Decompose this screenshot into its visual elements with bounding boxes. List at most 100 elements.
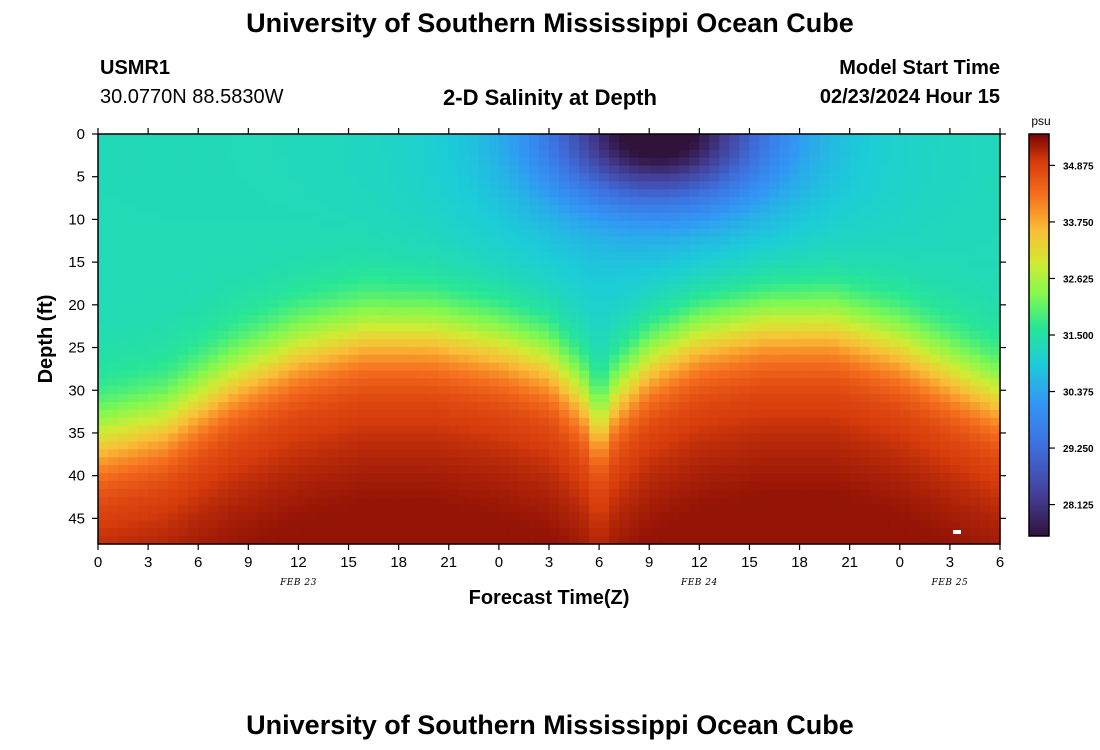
heatmap-cell [258, 141, 269, 151]
heatmap-cell [158, 362, 169, 372]
heatmap-cell [719, 386, 730, 395]
heatmap-cell [729, 244, 741, 253]
heatmap-cell [839, 378, 851, 387]
heatmap-cell [298, 465, 310, 474]
heatmap-cell [238, 473, 249, 482]
heatmap-cell [619, 480, 630, 490]
heatmap-cell [759, 520, 771, 529]
heatmap-cell [949, 441, 961, 450]
heatmap-cell [969, 252, 981, 261]
heatmap-cell [388, 260, 400, 269]
heatmap-cell [619, 433, 630, 443]
heatmap-cell [528, 244, 540, 253]
heatmap-cell [809, 441, 821, 450]
heatmap-cell [138, 512, 149, 521]
heatmap-cell [549, 244, 560, 253]
heatmap-cell [779, 520, 791, 529]
heatmap-cell [889, 378, 901, 387]
heatmap-cell [178, 212, 189, 222]
heatmap-cell [168, 157, 179, 167]
heatmap-cell [198, 220, 209, 230]
heatmap-cell [799, 134, 811, 143]
heatmap-cell [128, 488, 139, 498]
heatmap-cell [238, 197, 249, 206]
heatmap-cell [599, 339, 610, 348]
heatmap-cell [408, 204, 420, 214]
heatmap-cell [108, 520, 119, 529]
heatmap-cell [899, 331, 911, 340]
heatmap-cell [919, 181, 931, 190]
heatmap-cell [348, 520, 360, 529]
heatmap-cell [138, 473, 149, 482]
heatmap-cell [659, 204, 670, 214]
heatmap-cell [689, 244, 700, 253]
heatmap-cell [338, 457, 350, 466]
heatmap-cell [248, 346, 259, 356]
heatmap-cell [398, 339, 410, 348]
heatmap-cell [909, 189, 921, 198]
heatmap-cell [559, 362, 570, 372]
heatmap-cell [468, 394, 480, 403]
heatmap-cell [739, 346, 751, 356]
heatmap-cell [528, 339, 540, 348]
heatmap-cell [739, 354, 751, 364]
heatmap-cell [458, 291, 470, 301]
heatmap-cell [318, 236, 330, 245]
colorbar-ticks: 34.87533.75032.62531.50030.37529.25028.1… [1049, 161, 1094, 512]
heatmap-cell [679, 268, 690, 277]
heatmap-cell [659, 346, 670, 356]
heatmap-cell [98, 449, 109, 458]
heatmap-cell [308, 441, 320, 450]
heatmap-cell [318, 134, 330, 143]
heatmap-cell [829, 236, 841, 245]
heatmap-cell [208, 134, 219, 143]
heatmap-cell [448, 339, 460, 348]
heatmap-cell [759, 323, 771, 332]
heatmap-cell [559, 315, 570, 324]
heatmap-cell [959, 370, 971, 380]
heatmap-cell [238, 220, 249, 230]
heatmap-cell [929, 480, 941, 490]
heatmap-cell [168, 291, 179, 301]
heatmap-cell [128, 323, 139, 332]
heatmap-cell [819, 307, 831, 316]
heatmap-cell [839, 291, 851, 301]
heatmap-cell [458, 370, 470, 380]
heatmap-cell [749, 409, 761, 419]
heatmap-cell [939, 425, 951, 435]
heatmap-cell [128, 236, 139, 245]
heatmap-cell [418, 236, 430, 245]
heatmap-cell [288, 528, 300, 537]
heatmap-cell [278, 173, 290, 182]
heatmap-cell [148, 299, 159, 309]
heatmap-cell [719, 260, 730, 269]
heatmap-cell [839, 480, 851, 490]
heatmap-cell [318, 157, 330, 167]
heatmap-cell [559, 394, 570, 403]
heatmap-cell [609, 473, 620, 482]
heatmap-cell [899, 441, 911, 450]
heatmap-cell [639, 315, 650, 324]
heatmap-cell [739, 528, 751, 537]
heatmap-cell [989, 504, 1001, 514]
heatmap-cell [679, 165, 690, 175]
heatmap-cell [629, 141, 640, 151]
heatmap-cell [348, 417, 360, 427]
heatmap-cell [549, 457, 560, 466]
heatmap-cell [899, 252, 911, 261]
heatmap-cell [358, 275, 370, 285]
heatmap-cell [478, 228, 490, 238]
heatmap-cell [619, 165, 630, 175]
heatmap-cell [759, 268, 771, 277]
heatmap-cell [859, 157, 871, 167]
heatmap-cell [348, 394, 360, 403]
heatmap-cell [959, 315, 971, 324]
heatmap-cell [458, 189, 470, 198]
heatmap-cell [979, 512, 991, 521]
heatmap-cell [729, 181, 741, 190]
heatmap-cell [839, 465, 851, 474]
heatmap-cell [418, 141, 430, 151]
heatmap-cell [579, 504, 590, 514]
heatmap-cell [569, 260, 580, 269]
heatmap-cell [829, 441, 841, 450]
